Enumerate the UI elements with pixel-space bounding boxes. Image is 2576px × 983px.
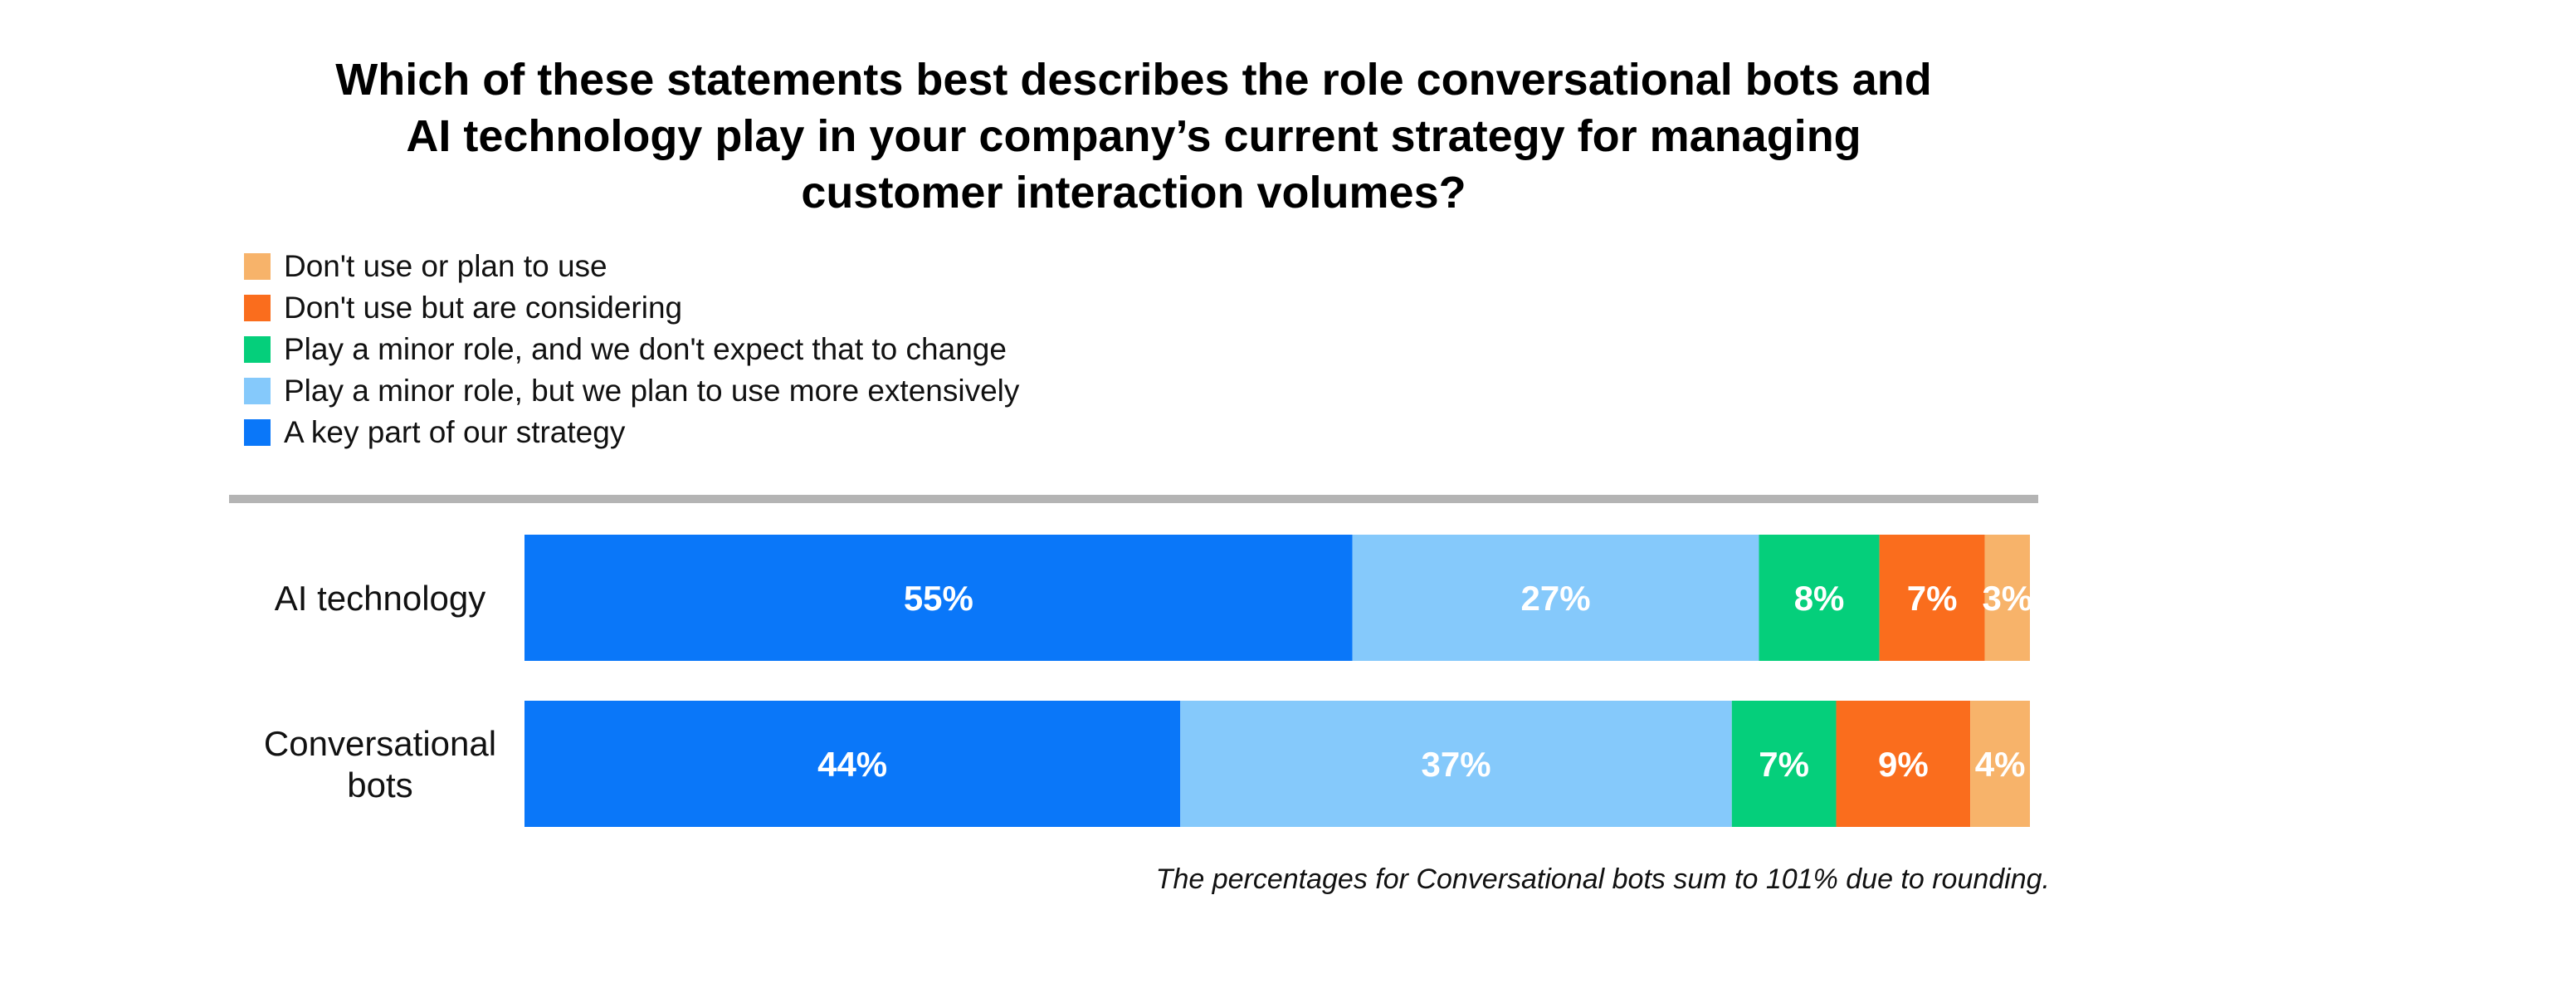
bar-segment	[1970, 701, 2030, 827]
bar-segment	[1879, 535, 1985, 661]
bar-segment	[524, 701, 1181, 827]
data-label: 8%	[1794, 579, 1845, 618]
chart-title-line: Which of these statements best describes…	[335, 55, 1932, 105]
data-label: 7%	[1907, 579, 1958, 618]
bar-segment	[1984, 535, 2030, 661]
legend-swatch	[244, 253, 271, 280]
legend-label: A key part of our strategy	[284, 415, 626, 449]
legend-swatch	[244, 336, 271, 363]
legend-item: Don't use but are considering	[244, 287, 1019, 329]
data-label: 7%	[1759, 745, 1809, 784]
bar-segment	[1836, 701, 1971, 827]
divider-rule	[229, 495, 2038, 503]
data-label: 44%	[817, 745, 887, 784]
legend-label: Don't use or plan to use	[284, 249, 607, 283]
data-label: 4%	[1975, 745, 2026, 784]
data-label: 3%	[1982, 579, 2032, 618]
category-label: bots	[347, 765, 412, 804]
bar-segment	[1180, 701, 1732, 827]
legend-item: Play a minor role, and we don't expect t…	[244, 329, 1019, 370]
footnote: The percentages for Conversational bots …	[1155, 863, 2050, 895]
legend-swatch	[244, 378, 271, 404]
legend-swatch	[244, 419, 271, 446]
category-label: Conversational	[264, 724, 496, 763]
legend-label: Play a minor role, and we don't expect t…	[284, 332, 1007, 366]
chart-title: Which of these statements best describes…	[229, 51, 2038, 221]
legend-label: Play a minor role, but we plan to use mo…	[284, 374, 1020, 408]
chart-title-line: customer interaction volumes?	[801, 168, 1466, 218]
legend-label: Don't use but are considering	[284, 291, 683, 325]
category-label: AI technology	[275, 579, 486, 618]
legend: Don't use or plan to use Don't use but ar…	[244, 246, 1019, 453]
legend-item: Play a minor role, but we plan to use mo…	[244, 370, 1019, 412]
data-label: 9%	[1878, 745, 1929, 784]
bar-segment	[1352, 535, 1759, 661]
bar-segment	[1731, 701, 1837, 827]
legend-item: A key part of our strategy	[244, 412, 1019, 453]
chart-title-line: AI technology play in your company’s cur…	[406, 111, 1861, 161]
data-label: 37%	[1421, 745, 1490, 784]
bar-segment	[524, 535, 1353, 661]
data-label: 55%	[904, 579, 973, 618]
legend-swatch	[244, 295, 271, 321]
legend-item: Don't use or plan to use	[244, 246, 1019, 287]
data-label: 27%	[1521, 579, 1591, 618]
bar-segment	[1759, 535, 1880, 661]
